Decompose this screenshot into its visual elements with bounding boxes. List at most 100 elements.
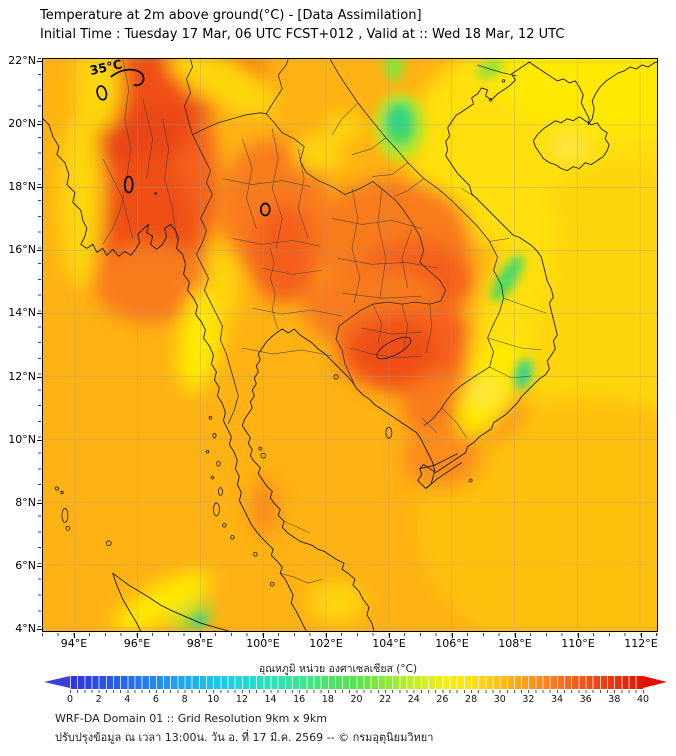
contour-ring-2	[123, 175, 134, 194]
y-axis-tick	[37, 565, 42, 567]
coast-sumatra	[112, 572, 229, 631]
y-axis-tick-label: 6°N	[15, 558, 36, 572]
colorbar-tick-label: 10	[207, 694, 220, 705]
y-axis-tick	[37, 61, 42, 62]
x-axis-tick	[200, 633, 201, 638]
y-axis-tick	[37, 187, 42, 189]
y-axis-tick-label: 20°N	[8, 117, 36, 131]
temperature-map: 35°C	[43, 59, 657, 631]
islands	[54, 79, 506, 587]
x-axis-tick-label: 100°E	[246, 637, 280, 650]
y-axis-tick	[37, 313, 42, 315]
colorbar-tick-label: 2	[95, 694, 102, 705]
colorbar-tick-label: 38	[608, 694, 621, 705]
colorbar-tick-label: 20	[350, 694, 363, 705]
colorbar-tick-label: 26	[436, 694, 449, 705]
y-axis-minor-ticks	[38, 58, 41, 632]
y-axis-tick-label: 10°N	[8, 432, 36, 446]
border-laos-vietnam	[329, 59, 504, 299]
colorbar-tick-label: 12	[235, 694, 248, 705]
x-axis-tick-label: 110°E	[561, 637, 595, 650]
border-thailand-cambodia	[335, 300, 441, 387]
coastlines	[43, 61, 657, 631]
x-axis-tick	[578, 633, 579, 638]
temperature-blobs	[58, 59, 657, 631]
x-axis-tick	[389, 633, 390, 638]
figure-title: Temperature at 2m above ground(°C) - [Da…	[40, 8, 422, 23]
x-axis-tick	[641, 633, 642, 638]
colorbar-left-arrow	[44, 676, 70, 688]
colorbar-right-arrow	[643, 676, 667, 688]
colorbar-tick-label: 28	[465, 694, 478, 705]
x-axis-tick	[326, 633, 327, 638]
y-axis-tick-label: 18°N	[8, 180, 36, 194]
map-plot-area: 35°C	[42, 58, 658, 632]
colorbar-minor-ticks	[70, 690, 644, 693]
footer-domain-info: WRF-DA Domain 01 :: Grid Resolution 9km …	[55, 712, 327, 725]
y-axis-tick	[37, 439, 42, 441]
contour-ring-3	[259, 202, 271, 217]
y-axis-tick-label: 22°N	[8, 54, 36, 67]
x-axis-tick	[452, 633, 453, 638]
colorbar-tick-label: 4	[124, 694, 131, 705]
province-borders	[102, 59, 547, 584]
border-myanmar-thailand	[192, 134, 239, 424]
x-axis-tick-label: 112°E	[624, 637, 658, 650]
coast-mainland-west	[43, 118, 307, 631]
x-axis-tick	[74, 633, 75, 638]
contour-35c-line	[110, 68, 145, 87]
x-axis-tick-label: 108°E	[498, 637, 532, 650]
colorbar	[70, 676, 643, 689]
colorbar-segment-separators	[70, 676, 643, 689]
y-axis-tick-label: 14°N	[8, 306, 36, 320]
border-cambodia-vietnam	[423, 298, 504, 427]
y-axis-tick-label: 16°N	[8, 243, 36, 257]
x-axis-tick-label: 96°E	[123, 637, 151, 650]
colorbar-tick-label: 40	[636, 694, 650, 705]
y-axis-tick-label: 4°N	[15, 621, 36, 635]
border-myanmar-north	[184, 59, 289, 136]
x-axis-tick-label: 94°E	[60, 637, 88, 650]
coast-mainland-east	[241, 61, 657, 631]
country-borders	[184, 59, 517, 427]
colorbar-tick-label: 18	[321, 694, 334, 705]
figure-subtitle: Initial Time : Tuesday 17 Mar, 06 UTC FC…	[40, 27, 565, 42]
colorbar-tick-label: 8	[181, 694, 188, 705]
colorbar-tick-label: 16	[293, 694, 306, 705]
cool-spots	[190, 59, 533, 628]
coast-mekong-delta-channels	[419, 453, 463, 489]
y-axis-tick	[37, 376, 42, 378]
y-axis-tick	[37, 628, 42, 630]
y-axis-tick	[37, 502, 42, 504]
x-axis-tick	[515, 633, 516, 638]
colorbar-tick-label: 34	[551, 694, 564, 705]
y-axis-tick-label: 8°N	[15, 495, 36, 509]
title-block: Temperature at 2m above ground(°C) - [Da…	[40, 6, 564, 44]
y-axis-tick	[37, 124, 42, 126]
footer-block: WRF-DA Domain 01 :: Grid Resolution 9km …	[55, 710, 433, 747]
colorbar-tick-label: 0	[66, 694, 74, 705]
x-axis-tick-label: 106°E	[435, 637, 469, 650]
colorbar-tick-label: 24	[407, 694, 420, 705]
footer-update-info: ปรับปรุงข้อมูล ณ เวลา 13:00น. วัน อ. ที่…	[55, 730, 434, 744]
coast-hainan	[532, 116, 610, 172]
colorbar-tick-label: 32	[522, 694, 535, 705]
x-axis-minor-ticks	[42, 633, 658, 636]
colorbar-tick-label: 14	[264, 694, 277, 705]
border-china-vietnam	[477, 64, 517, 77]
contour-annotations: 35°C	[88, 59, 271, 217]
colorbar-tick-label: 6	[152, 694, 159, 705]
contour-ring-1	[96, 85, 108, 101]
colorbar-tick-label: 36	[579, 694, 592, 705]
graticule	[43, 59, 657, 631]
x-axis-tick-label: 98°E	[186, 637, 214, 650]
x-axis-tick	[137, 633, 138, 638]
colorbar-tick-label: 30	[493, 694, 506, 705]
x-axis-tick-label: 102°E	[309, 637, 343, 650]
y-axis-tick	[37, 250, 42, 252]
y-axis-tick-label: 12°N	[8, 369, 36, 383]
colorbar-tick-label: 22	[379, 694, 392, 705]
colorbar-title: อุณหภูมิ หน่วย องศาเซลเซียส (°C)	[258, 663, 418, 675]
x-axis-tick	[263, 633, 264, 638]
